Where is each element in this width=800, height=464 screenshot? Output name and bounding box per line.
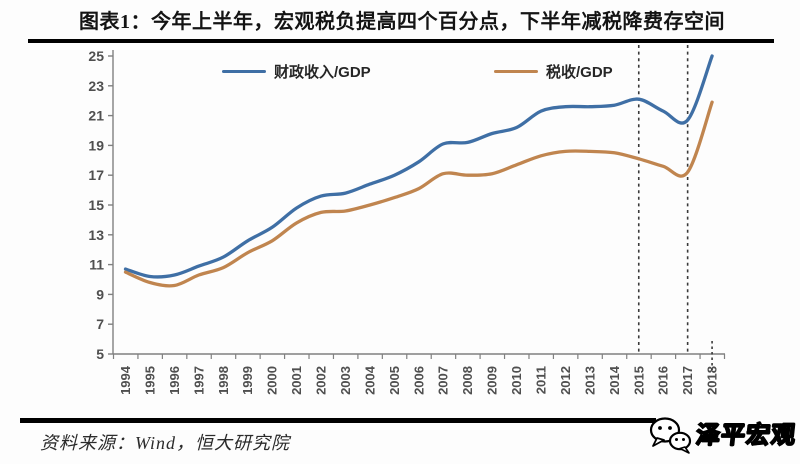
x-tick-label: 1997 (191, 366, 206, 395)
x-tick-label: 2015 (631, 366, 646, 395)
x-tick-label: 1995 (142, 366, 157, 395)
series-tax-line (123, 100, 714, 288)
x-tick-label: 2005 (387, 366, 402, 395)
y-tick-label: 17 (88, 167, 104, 183)
x-tick-label: 2018 (705, 366, 720, 395)
x-tick-label: 2001 (289, 366, 304, 395)
x-tick-label: 2013 (582, 366, 597, 395)
x-tick-label: 2009 (485, 366, 500, 395)
x-tick-label: 1999 (240, 366, 255, 395)
series-fiscal-revenue-line (123, 54, 714, 279)
x-tick-label: 1998 (216, 366, 231, 395)
legend-item-tax: 税收/GDP (494, 61, 613, 82)
chart-title: 图表1：今年上半年，宏观税负提高四个百分点，下半年减税降费存空间 (79, 11, 725, 33)
legend-line-tax (494, 70, 538, 73)
y-tick-label: 25 (88, 48, 104, 64)
x-tick-label: 2016 (656, 366, 671, 395)
x-tick-label: 2008 (460, 366, 475, 395)
x-tick-label: 2000 (265, 366, 280, 395)
y-tick-label: 5 (96, 346, 104, 362)
x-tick-label: 2003 (338, 366, 353, 395)
y-tick-label: 7 (96, 316, 104, 332)
y-tick-label: 23 (88, 78, 104, 94)
source-text: 资料来源：Wind，恒大研究院 (40, 433, 291, 453)
brand-logo: 泽平宏观 (648, 412, 798, 460)
y-tick-label: 21 (88, 108, 104, 124)
x-tick-label: 2002 (314, 366, 329, 395)
x-tick-label: 1996 (167, 366, 182, 395)
y-tick-label: 19 (88, 137, 104, 153)
x-tick-label: 2014 (607, 365, 622, 395)
x-tick-label: 1994 (118, 365, 133, 395)
y-tick-label: 13 (88, 227, 104, 243)
legend-line-fiscal-revenue (222, 70, 266, 73)
x-tick-label: 2011 (534, 366, 549, 394)
x-tick-label: 2017 (680, 366, 695, 395)
x-tick-label: 2007 (436, 366, 451, 395)
x-tick-label: 2012 (558, 366, 573, 395)
x-tick-label: 2004 (362, 365, 377, 395)
chat-bubbles-icon (649, 417, 692, 454)
legend-label-fiscal-revenue: 财政收入/GDP (274, 64, 371, 81)
title-underline (28, 39, 774, 43)
y-tick-label: 9 (96, 286, 104, 302)
brand-name: 泽平宏观 (694, 421, 798, 449)
y-tick-label: 11 (89, 257, 104, 273)
legend-label-tax: 税收/GDP (546, 64, 613, 81)
x-tick-label: 2010 (509, 366, 524, 395)
x-tick-label: 2006 (411, 366, 426, 395)
legend-item-fiscal-revenue: 财政收入/GDP (222, 61, 371, 82)
y-tick-label: 15 (88, 197, 104, 213)
footer-rule (20, 418, 656, 423)
